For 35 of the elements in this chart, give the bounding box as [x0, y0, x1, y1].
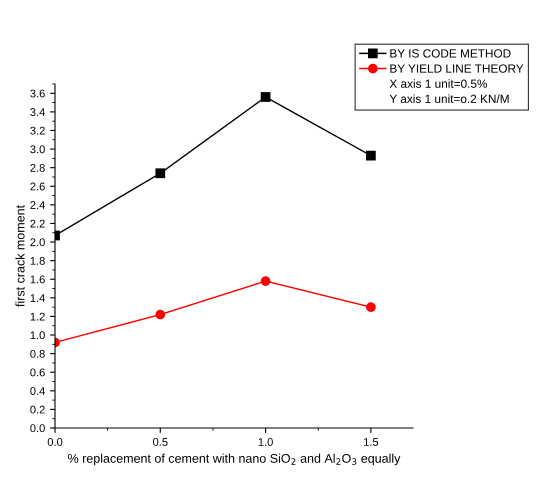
legend-label: BY IS CODE METHOD: [390, 49, 511, 58]
x-tick-label: 0.5: [153, 438, 168, 446]
y-tick-label: 3.4: [30, 108, 45, 116]
y-tick-label: 0.4: [30, 387, 45, 395]
y-tick-label: 3.6: [30, 90, 45, 98]
y-tick-label: 2.8: [30, 164, 45, 172]
point: [155, 310, 166, 320]
y-tick-label: 1.8: [30, 256, 45, 265]
y-tick-label: 3.0: [30, 145, 45, 154]
legend-label: BY YIELD LINE THEORY: [390, 64, 524, 73]
x-tick-label: 0.0: [48, 438, 62, 446]
y-tick-label: 0.2: [30, 406, 45, 414]
y-tick-label: 1.4: [30, 294, 45, 302]
y-tick-label: 1.6: [30, 276, 45, 284]
annotation: Y axis 1 unit=o.2 KN/M: [390, 94, 509, 104]
annotation: X axis 1 unit=0.5%: [390, 79, 488, 88]
y-tick-label: 2.2: [30, 220, 45, 228]
y-tick-label: 2.0: [30, 238, 45, 246]
point: [366, 150, 376, 160]
y-tick-label: 2.6: [30, 182, 45, 190]
y-tick-label: 0.0: [30, 424, 45, 432]
y-tick-label: 3.2: [30, 126, 45, 135]
point: [260, 92, 270, 102]
x-tick-label: 1.0: [258, 438, 273, 446]
y-tick-label: 1.0: [30, 331, 45, 340]
point: [155, 168, 166, 178]
point: [260, 276, 270, 286]
y-tick-label: 0.8: [30, 350, 45, 358]
x-tick-label: 1.5: [364, 438, 378, 446]
y-tick-label: 2.4: [30, 201, 45, 209]
point: [366, 302, 376, 312]
x-axis-title: % replacement of cement with nano SiO$_{2}$ and Al$_{2}$O$_{3}$ equally: [68, 454, 400, 466]
y-tick-label: 0.6: [30, 368, 45, 376]
y-axis-title: first crack moment: [15, 205, 25, 307]
y-tick-label: 1.2: [30, 312, 45, 320]
